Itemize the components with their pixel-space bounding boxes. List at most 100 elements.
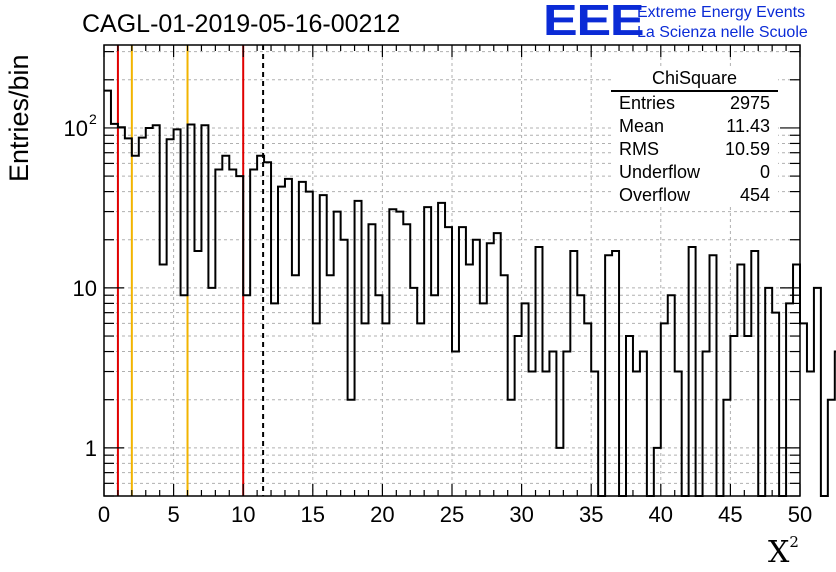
x-tick-label: 15: [301, 502, 325, 527]
histogram-bin: [522, 303, 529, 496]
histogram-bin: [668, 295, 675, 496]
histogram-bin: [828, 400, 835, 496]
histogram-bin: [229, 169, 236, 496]
histogram-bin: [201, 125, 208, 496]
histogram-bin: [125, 138, 132, 496]
histogram-bin: [515, 336, 522, 496]
logo-line-1: Extreme Energy Events: [637, 4, 806, 21]
histogram-bin: [710, 255, 717, 496]
histogram-bin: [730, 336, 737, 496]
histogram-bin: [459, 227, 466, 496]
x-tick-label: 45: [718, 502, 742, 527]
histogram-bin: [445, 227, 452, 496]
histogram-bin: [382, 323, 389, 496]
histogram-bin: [563, 352, 570, 496]
histogram-bin: [403, 224, 410, 496]
stats-label: RMS: [619, 139, 659, 159]
histogram-bin: [452, 352, 459, 496]
histogram-bin: [111, 124, 118, 496]
histogram-bin: [104, 91, 111, 496]
histogram-bin: [640, 352, 647, 496]
stats-label: Underflow: [619, 162, 701, 182]
histogram-bin: [737, 265, 744, 496]
histogram-bin: [257, 156, 264, 496]
histogram-bin: [612, 251, 619, 496]
histogram-bin: [299, 182, 306, 496]
stats-value: 2975: [729, 93, 770, 113]
histogram-bin: [494, 233, 501, 496]
histogram-bin: [508, 400, 515, 496]
x-tick-label: 20: [370, 502, 394, 527]
histogram-bin: [313, 323, 320, 496]
histogram-bin: [278, 187, 285, 496]
histogram-bin: [410, 288, 417, 496]
histogram: [104, 89, 836, 497]
y-axis-label: Entries/bin: [4, 54, 34, 182]
histogram-bin: [327, 275, 334, 496]
x-tick-label: 0: [98, 502, 110, 527]
stats-value: 10.59: [724, 139, 770, 159]
histogram-bin: [605, 255, 612, 496]
y-tick-label-exponent: 2: [89, 111, 97, 127]
histogram-bin: [341, 240, 348, 496]
histogram-bin: [320, 195, 327, 496]
stats-row-mean: Mean 11.43: [611, 115, 778, 138]
histogram-bin: [264, 162, 271, 496]
histogram-bin: [654, 448, 661, 496]
histogram-bin: [118, 127, 125, 496]
stats-title: ChiSquare: [611, 66, 778, 92]
axis-ticks: [103, 45, 801, 497]
histogram-bin: [556, 448, 563, 496]
stats-row-rms: RMS 10.59: [611, 138, 778, 161]
x-tick-label: 10: [231, 502, 255, 527]
histogram-bin: [285, 179, 292, 496]
histogram-bin: [751, 251, 758, 496]
x-axis-label-base: X: [768, 535, 790, 570]
x-axis-label-exponent: 2: [789, 533, 799, 551]
histogram-bin: [633, 372, 640, 496]
histogram-bin: [577, 295, 584, 496]
histogram-bin: [271, 303, 278, 496]
histogram-bin: [807, 372, 814, 496]
histogram-bin: [362, 323, 369, 496]
x-tick-label: 40: [649, 502, 673, 527]
histogram-bin: [417, 323, 424, 496]
histogram-bin: [501, 275, 508, 496]
histogram-line: [104, 89, 836, 497]
histogram-bin: [208, 288, 215, 496]
y-tick-label: 1: [85, 436, 97, 461]
histogram-bin: [536, 247, 543, 496]
histogram-bin: [689, 247, 696, 496]
histogram-bin: [306, 192, 313, 496]
stats-value: 0: [759, 162, 770, 182]
histogram-bin: [626, 336, 633, 496]
histogram-bin: [431, 295, 438, 496]
histogram-bin: [591, 372, 598, 496]
histogram-bin: [368, 224, 375, 496]
histogram-bin: [139, 138, 146, 496]
chart-title: CAGL-01-2019-05-16-00212: [82, 10, 401, 38]
histogram-bin: [466, 265, 473, 496]
histogram-bin: [744, 336, 751, 496]
histogram-bin: [675, 372, 682, 496]
histogram-bin: [215, 169, 222, 496]
histogram-bin: [765, 288, 772, 496]
histogram-bin: [236, 176, 243, 496]
histogram-bin: [334, 212, 341, 496]
histogram-bin: [542, 372, 549, 496]
stats-value: 454: [739, 185, 770, 205]
histogram-bin: [814, 288, 821, 496]
histogram-bin: [723, 400, 730, 496]
histogram-bin: [250, 169, 257, 496]
histogram-bin: [375, 295, 382, 496]
x-tick-label: 5: [167, 502, 179, 527]
histogram-bin: [772, 313, 779, 496]
histogram-bin: [549, 352, 556, 496]
x-axis-label: X2: [768, 533, 799, 570]
eee-logo-mark: EEE: [543, 0, 645, 45]
histogram-bin: [487, 243, 494, 496]
histogram-bin: [194, 251, 201, 496]
stats-row-underflow: Underflow 0: [611, 161, 778, 184]
histogram-bin: [480, 303, 487, 496]
